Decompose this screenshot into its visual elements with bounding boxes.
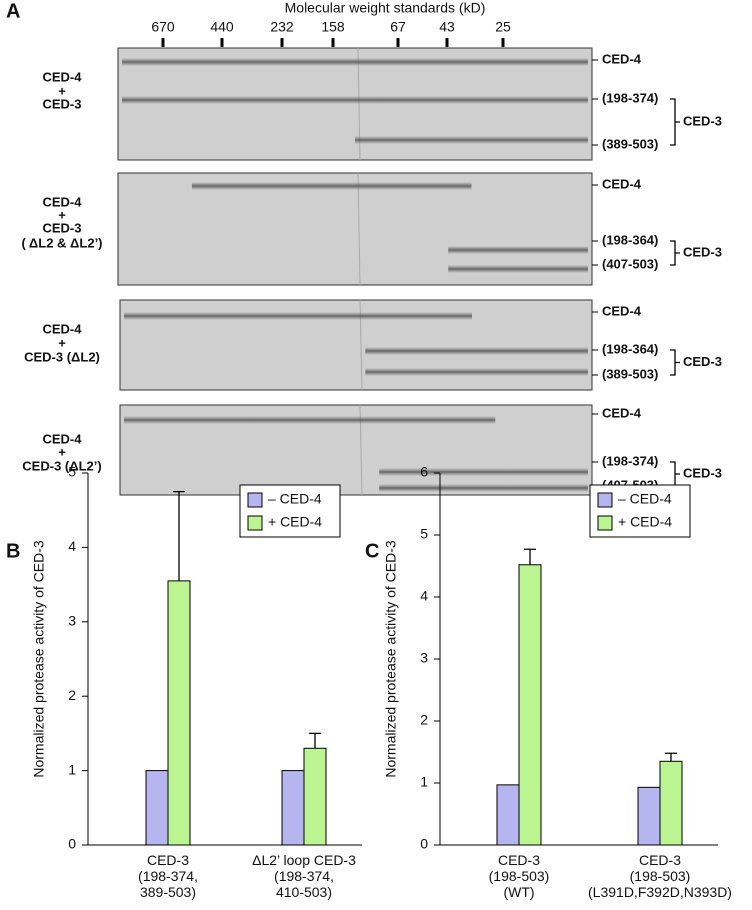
group-label: CED-3 <box>683 465 722 480</box>
band-label: CED-4 <box>602 176 642 191</box>
gel-band <box>379 468 588 476</box>
gel-band <box>365 368 588 376</box>
error-bar <box>665 752 677 762</box>
x-tick-label: ΔL2’ loop CED-3 (198-374, 410-503) <box>252 852 356 900</box>
bar <box>281 770 305 846</box>
sample-label: CED-3 <box>42 96 81 111</box>
marker-label: 440 <box>210 19 234 35</box>
y-tick-label: 6 <box>420 464 428 480</box>
group-label: CED-3 <box>683 113 722 128</box>
band-label: (198-374) <box>602 90 658 105</box>
legend-swatch <box>247 515 263 531</box>
sample-label: + <box>58 444 66 459</box>
error-bar <box>173 490 185 581</box>
legend-swatch <box>247 492 263 508</box>
gel-seam <box>357 172 361 286</box>
bar <box>496 784 520 846</box>
bar <box>518 564 542 846</box>
marker-label: 670 <box>151 19 175 35</box>
band-label: (198-374) <box>602 453 658 468</box>
x-tick-label: CED-3 (198-503) (L391D,F392D,N393D) <box>588 852 732 900</box>
gel-title: Molecular weight standards (kD) <box>285 0 486 16</box>
marker-label: 25 <box>495 19 511 35</box>
marker-label: 43 <box>439 19 455 35</box>
bracket <box>670 461 680 487</box>
band-label: (389-503) <box>602 366 658 381</box>
y-tick-label: 2 <box>420 712 428 728</box>
x-tick-label: CED-3 (198-503) (WT) <box>489 852 550 900</box>
y-axis-label: Normalized protease activity of CED-3 <box>383 540 399 778</box>
legend-swatch <box>597 515 613 531</box>
legend-label: + CED-4 <box>618 514 672 530</box>
bracket <box>670 240 680 266</box>
gel-band <box>124 416 496 424</box>
sample-label: ( ΔL2 & ΔL2’) <box>21 235 102 250</box>
x-tick-label: CED-3 (198-374, 389-503) <box>138 852 198 900</box>
y-tick-label: 3 <box>420 650 428 666</box>
sample-label: CED-4 <box>42 194 82 209</box>
gel-band <box>448 246 588 254</box>
bar <box>637 786 661 846</box>
bracket <box>670 349 680 376</box>
y-tick-label: 1 <box>420 774 428 790</box>
y-tick-label: 3 <box>68 613 76 629</box>
y-tick-label: 0 <box>420 836 428 852</box>
marker-label: 67 <box>390 19 406 35</box>
gel-band <box>448 265 588 273</box>
y-tick-label: 4 <box>420 588 428 604</box>
gel-band <box>191 182 472 190</box>
band-label: CED-4 <box>602 405 642 420</box>
band-label: (407-503) <box>602 256 658 271</box>
legend-swatch <box>597 492 613 508</box>
gel-band <box>365 347 588 355</box>
legend-label: + CED-4 <box>268 514 322 530</box>
y-tick-label: 0 <box>68 836 76 852</box>
sample-label: + <box>58 335 66 350</box>
sample-label: CED-3 <box>42 220 81 235</box>
gel-band <box>355 136 588 144</box>
sample-label: CED-4 <box>42 431 82 446</box>
band-label: CED-4 <box>602 51 642 66</box>
group-label: CED-3 <box>683 354 722 369</box>
marker-label: 158 <box>321 19 345 35</box>
bar <box>145 770 169 846</box>
panel-label: C <box>365 540 379 562</box>
sample-label: + <box>58 83 66 98</box>
band-label: (198-364) <box>602 341 658 356</box>
sample-label: CED-4 <box>42 321 82 336</box>
sample-label: + <box>58 207 66 222</box>
gel-band <box>124 312 472 320</box>
legend-label: – CED-4 <box>618 491 672 507</box>
marker-label: 232 <box>270 19 294 35</box>
y-tick-label: 1 <box>68 761 76 777</box>
y-tick-label: 5 <box>420 526 428 542</box>
error-bar <box>524 548 536 565</box>
error-bar <box>309 732 321 749</box>
panel-label: A <box>6 0 20 22</box>
bar <box>167 580 191 846</box>
legend-label: – CED-4 <box>268 491 322 507</box>
gel-band <box>122 58 588 66</box>
sample-label: CED-3 (ΔL2) <box>24 349 100 364</box>
y-tick-label: 4 <box>68 538 76 554</box>
bar <box>303 747 327 846</box>
sample-label: CED-3 (ΔL2’) <box>22 458 101 473</box>
sample-label: CED-4 <box>42 69 82 84</box>
gel-band <box>122 96 588 104</box>
bracket <box>670 98 680 146</box>
y-tick-label: 2 <box>68 687 76 703</box>
gel-band <box>379 484 588 492</box>
band-label: CED-4 <box>602 303 642 318</box>
y-tick-label: 5 <box>68 464 76 480</box>
group-label: CED-3 <box>683 244 722 259</box>
band-label: (198-364) <box>602 232 658 247</box>
panel-label: B <box>6 540 20 562</box>
y-axis-label: Normalized protease activity of CED-3 <box>31 540 47 778</box>
bar <box>659 760 683 846</box>
band-label: (389-503) <box>602 136 658 151</box>
